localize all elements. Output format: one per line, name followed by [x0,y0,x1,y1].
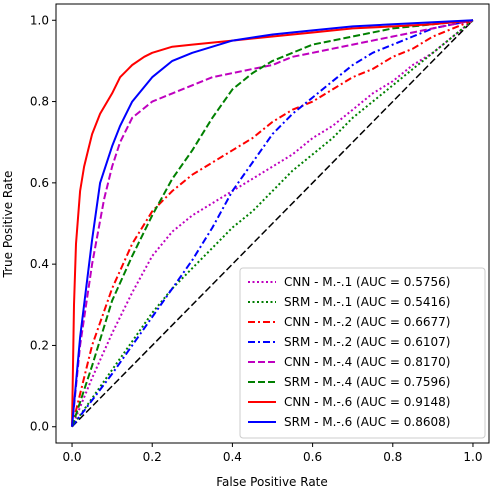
x-axis-label: False Positive Rate [216,475,328,487]
y-tick-label: 0.4 [30,257,49,271]
plot-frame [55,3,490,444]
x-tick-label: 0.8 [383,450,402,464]
series-layer [71,19,474,428]
x-tick-label: 0.4 [223,450,242,464]
legend-label-5: CNN - M.-.4 (AUC = 0.8170) [284,355,450,369]
y-tick-label: 0.8 [30,95,49,109]
reference-diagonal-line [71,19,474,428]
series-line-7 [71,19,474,427]
x-tick-label: 0.6 [303,450,322,464]
series-line-3 [71,19,474,427]
series-line-5 [71,19,474,427]
legend-label-7: CNN - M.-.6 (AUC = 0.9148) [284,395,450,409]
legend: CNN - M.-.1 (AUC = 0.5756) SRM - M.-.1 (A… [239,267,486,439]
reference-line-layer [71,19,474,428]
y-tick-label: 0.2 [30,338,49,352]
y-axis-label: True Positive Rate [1,171,15,279]
tick-layer: 0.0 0.2 0.4 0.6 0.8 1.0 0.0 0.2 0.4 0.6 0.8 1.0 [30,13,483,464]
y-tick-label: 0.6 [30,176,49,190]
series-line-2 [71,19,474,428]
legend-label-6: SRM - M.-.4 (AUC = 0.7596) [284,375,450,389]
series-line-8 [71,19,474,427]
x-tick-label: 0.2 [143,450,162,464]
series-line-6 [71,19,474,428]
legend-label-4: SRM - M.-.2 (AUC = 0.6107) [284,335,450,349]
y-tick-label: 1.0 [30,13,49,27]
legend-label-8: SRM - M.-.6 (AUC = 0.8608) [284,415,450,429]
legend-label-2: SRM - M.-.1 (AUC = 0.5416) [284,295,450,309]
series-line-1 [71,19,474,428]
y-tick-label: 0.0 [30,420,49,434]
x-tick-label: 1.0 [463,450,482,464]
series-line-4 [71,19,474,428]
legend-box [239,267,486,439]
legend-label-3: CNN - M.-.2 (AUC = 0.6677) [284,315,450,329]
legend-label-1: CNN - M.-.1 (AUC = 0.5756) [284,275,450,289]
x-tick-label: 0.0 [62,450,81,464]
